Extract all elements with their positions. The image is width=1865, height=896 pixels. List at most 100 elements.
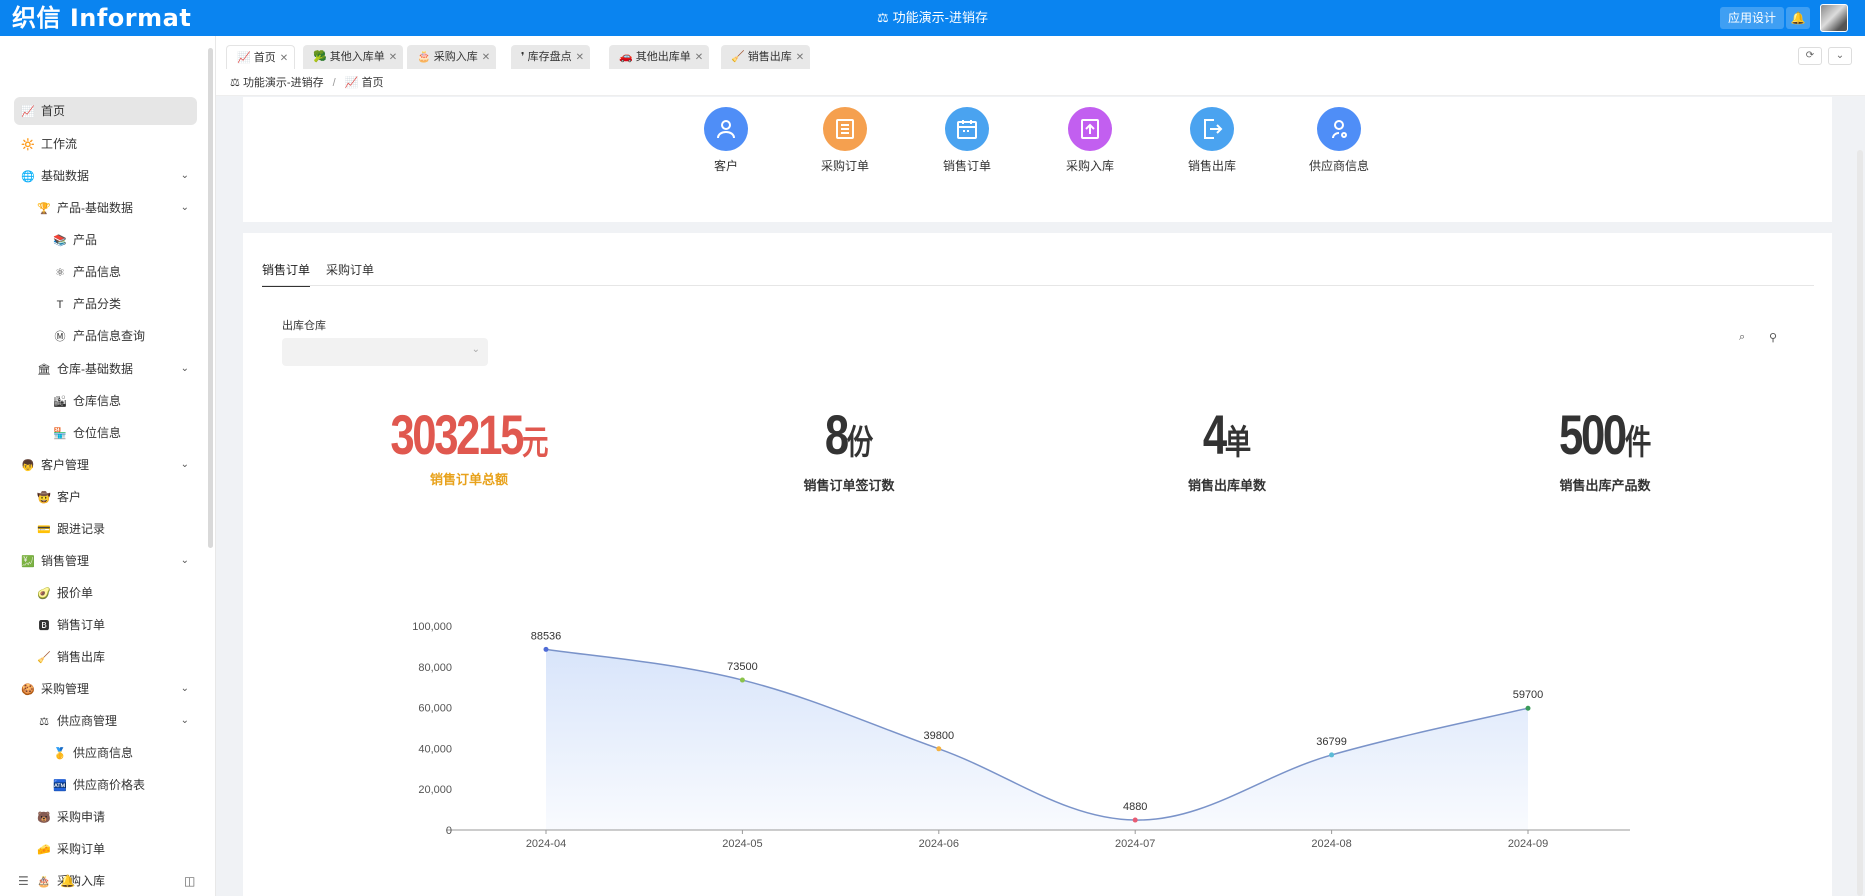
data-label: 36799 <box>1316 736 1347 748</box>
close-icon[interactable]: ✕ <box>795 52 805 63</box>
sidebar-item[interactable]: 🏙 仓库信息 <box>14 387 197 415</box>
sidebar-item[interactable]: 🔆 工作流 <box>14 130 197 158</box>
sidebar-item[interactable]: 🤠 客户 <box>14 483 197 511</box>
close-icon[interactable]: ✕ <box>575 52 584 63</box>
close-icon[interactable]: ✕ <box>481 52 491 63</box>
collapse-sidebar-icon[interactable]: ◫ <box>184 874 196 888</box>
bell-icon[interactable]: 🔔 <box>60 874 75 888</box>
page-scrollbar[interactable] <box>1857 150 1863 896</box>
sidebar-item-label: 首页 <box>41 104 66 118</box>
y-tick-label: 0 <box>446 825 452 837</box>
sidebar-scrollbar[interactable] <box>208 48 213 548</box>
app-design-button[interactable]: 应用设计 <box>1720 7 1785 29</box>
tab-label: 其他出库单 <box>635 51 691 63</box>
sidebar-item[interactable]: 🅱 销售订单 <box>14 611 197 639</box>
sidebar-item[interactable]: 🏧 供应商价格表 <box>14 771 197 799</box>
sidebar-item[interactable]: 🏛 仓库-基础数据 ⌄ <box>14 355 197 383</box>
tab-4[interactable]: 🚗 其他出库单 ✕ <box>609 45 710 69</box>
sidebar-item[interactable]: 💳 跟进记录 <box>14 515 197 543</box>
shortcut-label: 采购订单 <box>820 159 869 173</box>
chevron-down-icon[interactable]: ⌄ <box>180 202 189 213</box>
sidebar-item-label: 客户管理 <box>41 458 90 472</box>
tab-3[interactable]: ❜ 库存盘点 ✕ <box>511 45 590 69</box>
warning-icon[interactable]: ⚠ <box>38 874 49 888</box>
shortcut-4[interactable]: 销售出库 <box>1167 107 1257 174</box>
credit-card-icon: 💳 <box>37 524 51 536</box>
tab-icon: 🎂 <box>417 51 431 63</box>
kpi-card: 303215元 销售订单总额 <box>319 405 619 488</box>
tab-sales-orders[interactable]: 销售订单 <box>262 261 311 287</box>
filter-icon[interactable]: ⚲ <box>1769 332 1778 344</box>
sidebar-item[interactable]: 🏪 仓位信息 <box>14 419 197 447</box>
sidebar-item[interactable]: 🥑 报价单 <box>14 579 197 607</box>
y-tick-label: 80,000 <box>418 662 452 674</box>
shortcut-1[interactable]: 采购订单 <box>800 107 890 174</box>
sidebar-footer: ☰ ⚠ 🔔 ◫ <box>0 868 216 896</box>
tab-icon: 🚗 <box>619 51 633 63</box>
list-icon[interactable]: ☰ <box>18 874 29 888</box>
data-label: 73500 <box>727 661 758 673</box>
cheese-icon: 🧀 <box>37 844 51 856</box>
sidebar-item[interactable]: Ⓜ 产品信息查询 <box>14 322 197 350</box>
tab-0[interactable]: 📈 首页 ✕ <box>226 45 296 69</box>
tab-menu-button[interactable]: ⌄ <box>1828 47 1852 65</box>
letter-b-icon: 🅱 <box>38 620 50 632</box>
chevron-down-icon[interactable]: ⌄ <box>180 715 189 726</box>
sidebar: 📈 首页 🔆 工作流 🌐 基础数据 ⌄ 🏆 产品-基础数据 ⌄ 📚 产品 ⚛ 产品信息 T 产品分类 Ⓜ 产品信息… <box>0 36 216 896</box>
notification-button[interactable]: 🔔 <box>1786 7 1810 29</box>
search-icon[interactable]: ⌕ <box>1739 331 1746 343</box>
dashboard-panel: 销售订单 采购订单 出库仓库 ⌄ ⌕ ⚲ 303215元 销售订单总额 8份 销售订单… <box>243 233 1832 896</box>
y-tick-label: 20,000 <box>418 784 452 796</box>
sidebar-item[interactable]: 🍪 采购管理 ⌄ <box>14 675 197 703</box>
sidebar-item[interactable]: ⚖ 供应商管理 ⌄ <box>14 707 197 735</box>
tab-bar: 📈 首页 ✕ 🥦 其他入库单 ✕ 🎂 采购入库 ✕ ❜ 库存盘点 ✕ 🚗 其他出库单 ✕ 🧹 销售出… <box>216 36 1865 72</box>
sidebar-item[interactable]: 🥇 供应商信息 <box>14 739 197 767</box>
refresh-button[interactable]: ⟳ <box>1798 47 1822 65</box>
sidebar-item[interactable]: 📚 产品 <box>14 226 197 254</box>
cityscape-icon: 🏙 <box>53 396 67 408</box>
close-icon[interactable]: ✕ <box>694 52 704 63</box>
chevron-down-icon[interactable]: ⌄ <box>180 363 189 374</box>
close-icon[interactable]: ✕ <box>279 53 289 64</box>
shortcut-0[interactable]: 客户 <box>681 107 771 174</box>
data-label: 4880 <box>1123 801 1147 813</box>
close-icon[interactable]: ✕ <box>388 52 398 63</box>
avatar[interactable] <box>1820 4 1848 32</box>
sidebar-item[interactable]: 🌐 基础数据 ⌄ <box>14 162 197 190</box>
scales-icon: ⚖ <box>877 10 889 25</box>
sidebar-item[interactable]: 🏆 产品-基础数据 ⌄ <box>14 194 197 222</box>
sidebar-item[interactable]: 👦 客户管理 ⌄ <box>14 451 197 479</box>
sidebar-item[interactable]: ⚛ 产品信息 <box>14 258 197 286</box>
app-logo[interactable]: 织信 Informat <box>12 4 192 32</box>
sidebar-item[interactable]: 💹 销售管理 ⌄ <box>14 547 197 575</box>
chevron-down-icon[interactable]: ⌄ <box>180 683 189 694</box>
tab-icon: 🥦 <box>313 51 327 63</box>
chevron-down-icon[interactable]: ⌄ <box>180 459 189 470</box>
tab-5[interactable]: 🧹 销售出库 ✕ <box>721 45 811 69</box>
tab-2[interactable]: 🎂 采购入库 ✕ <box>407 45 497 69</box>
breadcrumb-root[interactable]: 功能演示-进销存 <box>242 77 324 89</box>
tab-icon: 🧹 <box>731 51 745 63</box>
chevron-down-icon[interactable]: ⌄ <box>180 555 189 566</box>
document-icon <box>823 107 867 151</box>
sidebar-item-label: 产品信息查询 <box>73 329 146 343</box>
chevron-down-icon: ⌄ <box>471 344 480 355</box>
sidebar-item[interactable]: 📈 首页 <box>14 97 197 125</box>
chevron-down-icon[interactable]: ⌄ <box>180 170 189 181</box>
warehouse-select[interactable]: ⌄ <box>282 338 488 366</box>
sidebar-item[interactable]: 🐻 采购申请 <box>14 803 197 831</box>
tab-purchase-orders[interactable]: 采购订单 <box>326 263 375 277</box>
sidebar-item-label: 仓库-基础数据 <box>57 362 133 376</box>
medal-icon: 🥇 <box>53 748 67 760</box>
broom-icon: 🧹 <box>37 652 51 664</box>
kpi-value: 303215元 <box>390 405 548 473</box>
shortcut-3[interactable]: 采购入库 <box>1045 107 1135 174</box>
sidebar-item[interactable]: 🧀 采购订单 <box>14 835 197 863</box>
sidebar-item[interactable]: T 产品分类 <box>14 290 197 318</box>
tab-1[interactable]: 🥦 其他入库单 ✕ <box>303 45 404 69</box>
shortcut-5[interactable]: 供应商信息 <box>1294 107 1384 174</box>
sidebar-item[interactable]: 🧹 销售出库 <box>14 643 197 671</box>
shortcut-2[interactable]: 销售订单 <box>922 107 1012 174</box>
sidebar-item[interactable]: 🎂 采购入库 <box>14 867 197 895</box>
chart-up-icon: 📈 <box>344 77 359 89</box>
